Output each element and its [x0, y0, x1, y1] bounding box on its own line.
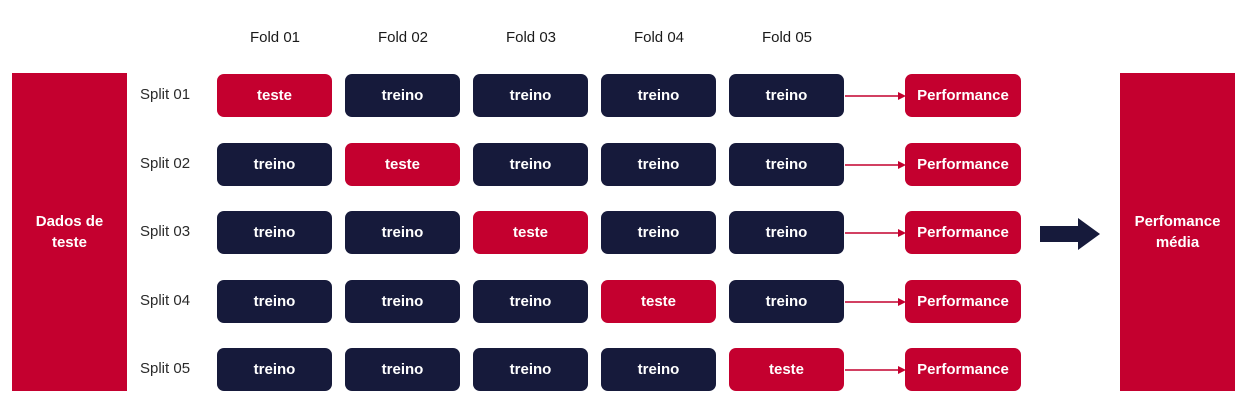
split-label: Split 03 [140, 223, 191, 240]
connector-arrow-icon [845, 161, 906, 169]
average-performance-box: Perfomance média [1120, 73, 1235, 391]
test-fold-cell: teste [345, 143, 460, 186]
test-fold-cell: teste [473, 211, 588, 254]
performance-box: Performance [905, 280, 1021, 323]
split-label: Split 05 [140, 360, 191, 377]
fold-header: Fold 03 [505, 29, 557, 46]
train-fold-cell: treino [473, 280, 588, 323]
connector-arrow-icon [845, 366, 906, 374]
train-fold-cell: treino [345, 74, 460, 117]
train-fold-cell: treino [729, 280, 844, 323]
train-fold-cell: treino [473, 143, 588, 186]
test-fold-cell: teste [729, 348, 844, 391]
connector-arrow-icon [845, 92, 906, 100]
train-fold-cell: treino [729, 74, 844, 117]
connector-arrow-icon [845, 229, 906, 237]
aggregate-arrow-icon [1040, 218, 1100, 250]
performance-box: Performance [905, 143, 1021, 186]
train-fold-cell: treino [473, 348, 588, 391]
test-fold-cell: teste [601, 280, 716, 323]
train-fold-cell: treino [601, 74, 716, 117]
train-fold-cell: treino [473, 74, 588, 117]
train-fold-cell: treino [601, 348, 716, 391]
train-fold-cell: treino [217, 348, 332, 391]
train-fold-cell: treino [345, 280, 460, 323]
split-label: Split 04 [140, 292, 191, 309]
train-fold-cell: treino [217, 280, 332, 323]
dataset-box: Dados de teste [12, 73, 127, 391]
train-fold-cell: treino [601, 211, 716, 254]
test-fold-cell: teste [217, 74, 332, 117]
fold-header: Fold 04 [633, 29, 685, 46]
fold-header: Fold 05 [761, 29, 813, 46]
connector-arrow-icon [845, 298, 906, 306]
performance-box: Performance [905, 211, 1021, 254]
train-fold-cell: treino [729, 143, 844, 186]
train-fold-cell: treino [217, 211, 332, 254]
split-label: Split 02 [140, 155, 191, 172]
performance-box: Performance [905, 348, 1021, 391]
performance-box: Performance [905, 74, 1021, 117]
fold-header: Fold 02 [377, 29, 429, 46]
train-fold-cell: treino [345, 211, 460, 254]
average-performance-label: Perfomance média [1134, 213, 1221, 251]
dataset-label: Dados de teste [35, 213, 104, 251]
train-fold-cell: treino [345, 348, 460, 391]
train-fold-cell: treino [601, 143, 716, 186]
train-fold-cell: treino [729, 211, 844, 254]
split-label: Split 01 [140, 86, 191, 103]
fold-header: Fold 01 [249, 29, 301, 46]
train-fold-cell: treino [217, 143, 332, 186]
